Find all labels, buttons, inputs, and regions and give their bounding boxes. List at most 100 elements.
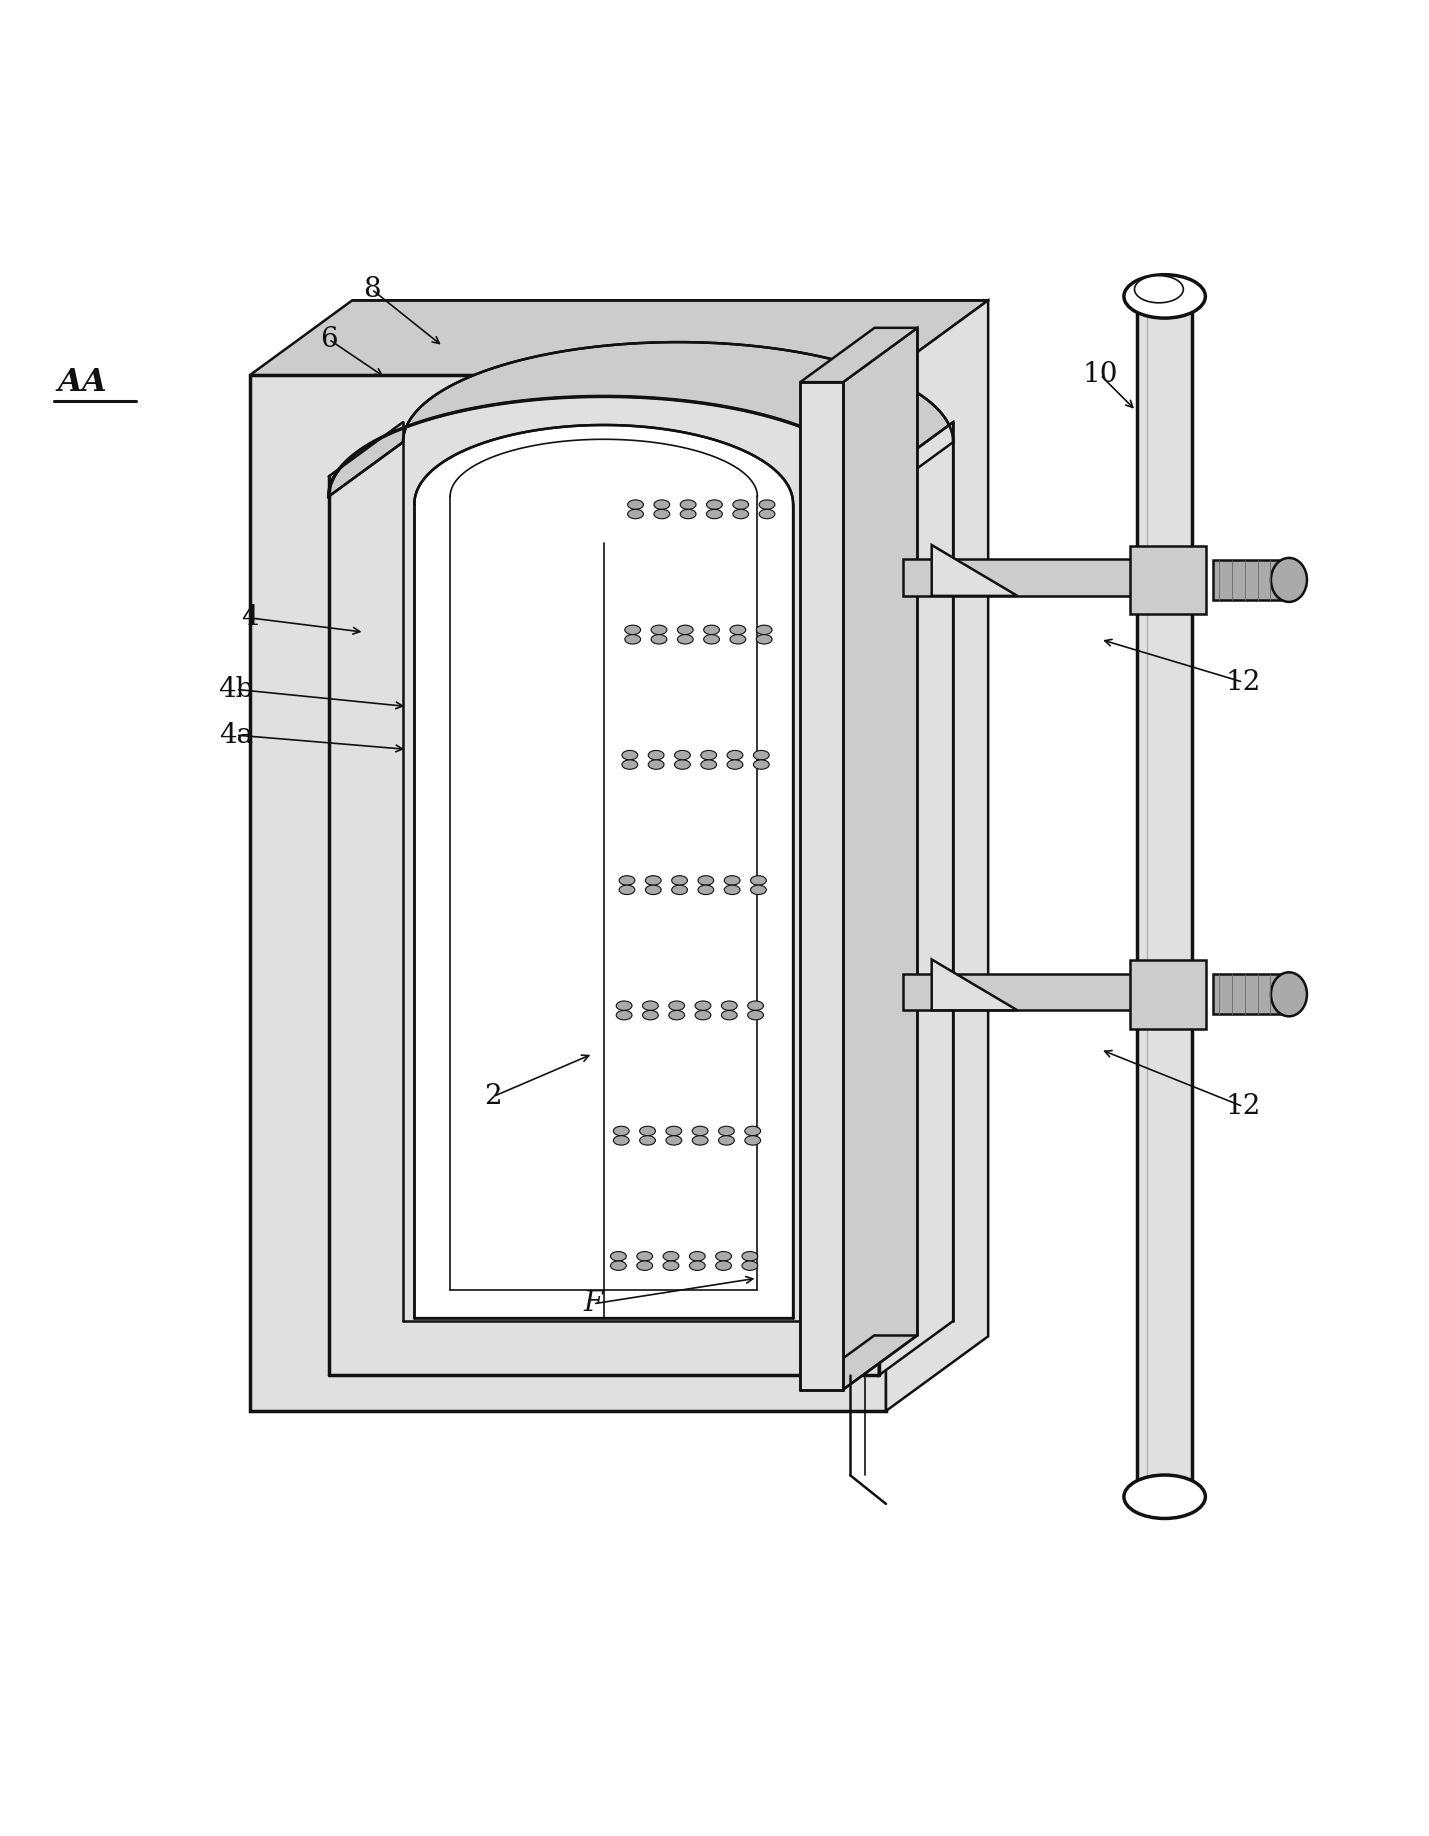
Ellipse shape	[1123, 275, 1205, 318]
Polygon shape	[1213, 975, 1282, 1013]
Ellipse shape	[727, 751, 743, 760]
Polygon shape	[1130, 960, 1206, 1028]
Ellipse shape	[610, 1261, 626, 1271]
Ellipse shape	[680, 509, 696, 520]
Ellipse shape	[719, 1136, 735, 1146]
Ellipse shape	[694, 1010, 710, 1019]
Ellipse shape	[646, 885, 662, 894]
Ellipse shape	[610, 1252, 626, 1261]
Ellipse shape	[640, 1125, 656, 1136]
Ellipse shape	[716, 1261, 732, 1271]
Ellipse shape	[627, 509, 643, 520]
Ellipse shape	[742, 1252, 757, 1261]
Ellipse shape	[725, 876, 740, 885]
Ellipse shape	[1270, 973, 1308, 1017]
Ellipse shape	[756, 624, 772, 635]
Ellipse shape	[759, 499, 775, 509]
Ellipse shape	[672, 876, 687, 885]
Ellipse shape	[700, 751, 716, 760]
Ellipse shape	[677, 624, 693, 635]
Ellipse shape	[716, 1252, 732, 1261]
Polygon shape	[414, 424, 793, 1318]
Ellipse shape	[649, 751, 664, 760]
Ellipse shape	[742, 1261, 757, 1271]
Ellipse shape	[674, 751, 690, 760]
Ellipse shape	[753, 760, 769, 769]
Ellipse shape	[692, 1136, 707, 1146]
Text: 12: 12	[1226, 1092, 1260, 1120]
Ellipse shape	[1135, 275, 1183, 303]
Ellipse shape	[652, 624, 667, 635]
Ellipse shape	[669, 1010, 684, 1019]
Text: 8: 8	[363, 275, 380, 303]
Ellipse shape	[722, 1010, 737, 1019]
Ellipse shape	[646, 876, 662, 885]
Ellipse shape	[745, 1136, 760, 1146]
Polygon shape	[932, 960, 1017, 1010]
Ellipse shape	[700, 760, 716, 769]
Text: AA: AA	[57, 367, 107, 398]
Ellipse shape	[666, 1136, 682, 1146]
Ellipse shape	[637, 1252, 653, 1261]
Ellipse shape	[733, 499, 749, 509]
Text: 4: 4	[242, 604, 259, 632]
Polygon shape	[903, 973, 1145, 1010]
Polygon shape	[800, 329, 917, 382]
Ellipse shape	[649, 760, 664, 769]
Text: 12: 12	[1226, 668, 1260, 696]
Ellipse shape	[663, 1261, 679, 1271]
Polygon shape	[1137, 296, 1192, 1496]
Polygon shape	[1130, 545, 1206, 615]
Ellipse shape	[624, 624, 640, 635]
Polygon shape	[1213, 560, 1282, 600]
Text: F: F	[583, 1291, 603, 1318]
Ellipse shape	[669, 1001, 684, 1010]
Ellipse shape	[627, 499, 643, 509]
Ellipse shape	[672, 885, 687, 894]
Ellipse shape	[619, 876, 634, 885]
Ellipse shape	[622, 760, 637, 769]
Ellipse shape	[1270, 558, 1308, 602]
Ellipse shape	[697, 885, 713, 894]
Ellipse shape	[643, 1010, 659, 1019]
Polygon shape	[250, 375, 886, 1412]
Ellipse shape	[652, 635, 667, 644]
Ellipse shape	[697, 876, 713, 885]
Ellipse shape	[654, 509, 670, 520]
Polygon shape	[932, 545, 1017, 597]
Ellipse shape	[730, 635, 746, 644]
Ellipse shape	[730, 624, 746, 635]
Ellipse shape	[703, 635, 719, 644]
Ellipse shape	[753, 751, 769, 760]
Polygon shape	[879, 422, 953, 1375]
Ellipse shape	[677, 635, 693, 644]
Ellipse shape	[1123, 1474, 1205, 1518]
Ellipse shape	[692, 1125, 707, 1136]
Ellipse shape	[722, 1001, 737, 1010]
Ellipse shape	[654, 499, 670, 509]
Ellipse shape	[689, 1252, 704, 1261]
Ellipse shape	[733, 509, 749, 520]
Polygon shape	[843, 329, 917, 1390]
Ellipse shape	[703, 624, 719, 635]
Ellipse shape	[616, 1001, 632, 1010]
Text: 4b: 4b	[219, 676, 253, 703]
Ellipse shape	[616, 1010, 632, 1019]
Ellipse shape	[750, 885, 766, 894]
Ellipse shape	[719, 1125, 735, 1136]
Polygon shape	[250, 301, 989, 375]
Ellipse shape	[706, 509, 722, 520]
Ellipse shape	[613, 1136, 629, 1146]
Ellipse shape	[750, 876, 766, 885]
Ellipse shape	[745, 1125, 760, 1136]
Ellipse shape	[706, 499, 722, 509]
Ellipse shape	[663, 1252, 679, 1261]
Ellipse shape	[643, 1001, 659, 1010]
Polygon shape	[800, 382, 843, 1390]
Ellipse shape	[637, 1261, 653, 1271]
Ellipse shape	[747, 1010, 763, 1019]
Polygon shape	[886, 301, 989, 1412]
Ellipse shape	[747, 1001, 763, 1010]
Text: 10: 10	[1083, 362, 1117, 389]
Ellipse shape	[624, 635, 640, 644]
